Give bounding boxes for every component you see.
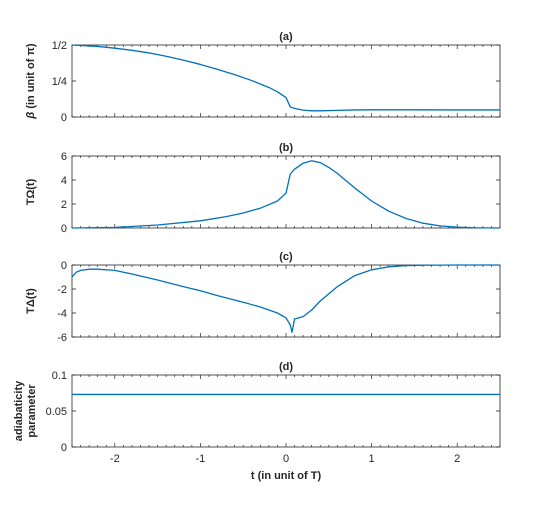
panel-c-series-line [71,264,500,333]
panel-a-series-line [71,44,500,112]
panel-d-ytick-label: 0 [61,442,67,454]
panel-a-ytick-label: 1/2 [52,40,67,52]
panel-b-ylabel: TΩ(t) [25,178,37,205]
panel-d-title: (d) [279,361,293,373]
panel-d-ytick-label: 0.1 [52,370,67,382]
panel-c-ytick-label: -6 [57,332,67,344]
xtick-label: -1 [196,453,206,465]
panel-b-title: (b) [279,142,293,154]
xtick-label: -2 [110,453,120,465]
panel-a-ytick-label: 1/4 [52,76,67,88]
panel-c-ylabel: TΔ(t) [25,288,37,314]
panel-c-ytick-label: -2 [57,284,67,296]
panel-b-ytick-label: 2 [61,199,67,211]
panel-a-axes-box [71,44,501,118]
panel-c-ytick-label: 0 [61,260,67,272]
panel-b-ytick-label: 0 [61,223,67,235]
panel-b-series-line [71,160,501,229]
panel-d-ytick-label: 0.05 [46,406,67,418]
xtick-label: 1 [369,453,375,465]
xtick-label: 2 [454,453,460,465]
panel-c-ytick-label: -4 [57,308,67,320]
panel-b-ytick-label: 6 [61,151,67,163]
panel-b-ytick-label: 4 [61,175,67,187]
panel-d-ylabel-line: adiabaticity [13,380,25,441]
panel-d-ylabel-line: parameter [26,384,38,438]
panel-c-title: (c) [279,251,293,263]
panel-d-axes-box [71,374,501,448]
panel-a-ylabel: β (in unit of π) [25,43,37,119]
xtick-label: 0 [283,453,289,465]
panel-a-ytick-label: 0 [61,112,67,124]
x-axis-label: t (in unit of T) [251,470,322,482]
panel-a-title: (a) [279,31,293,43]
panel-c-axes-box [71,264,501,338]
